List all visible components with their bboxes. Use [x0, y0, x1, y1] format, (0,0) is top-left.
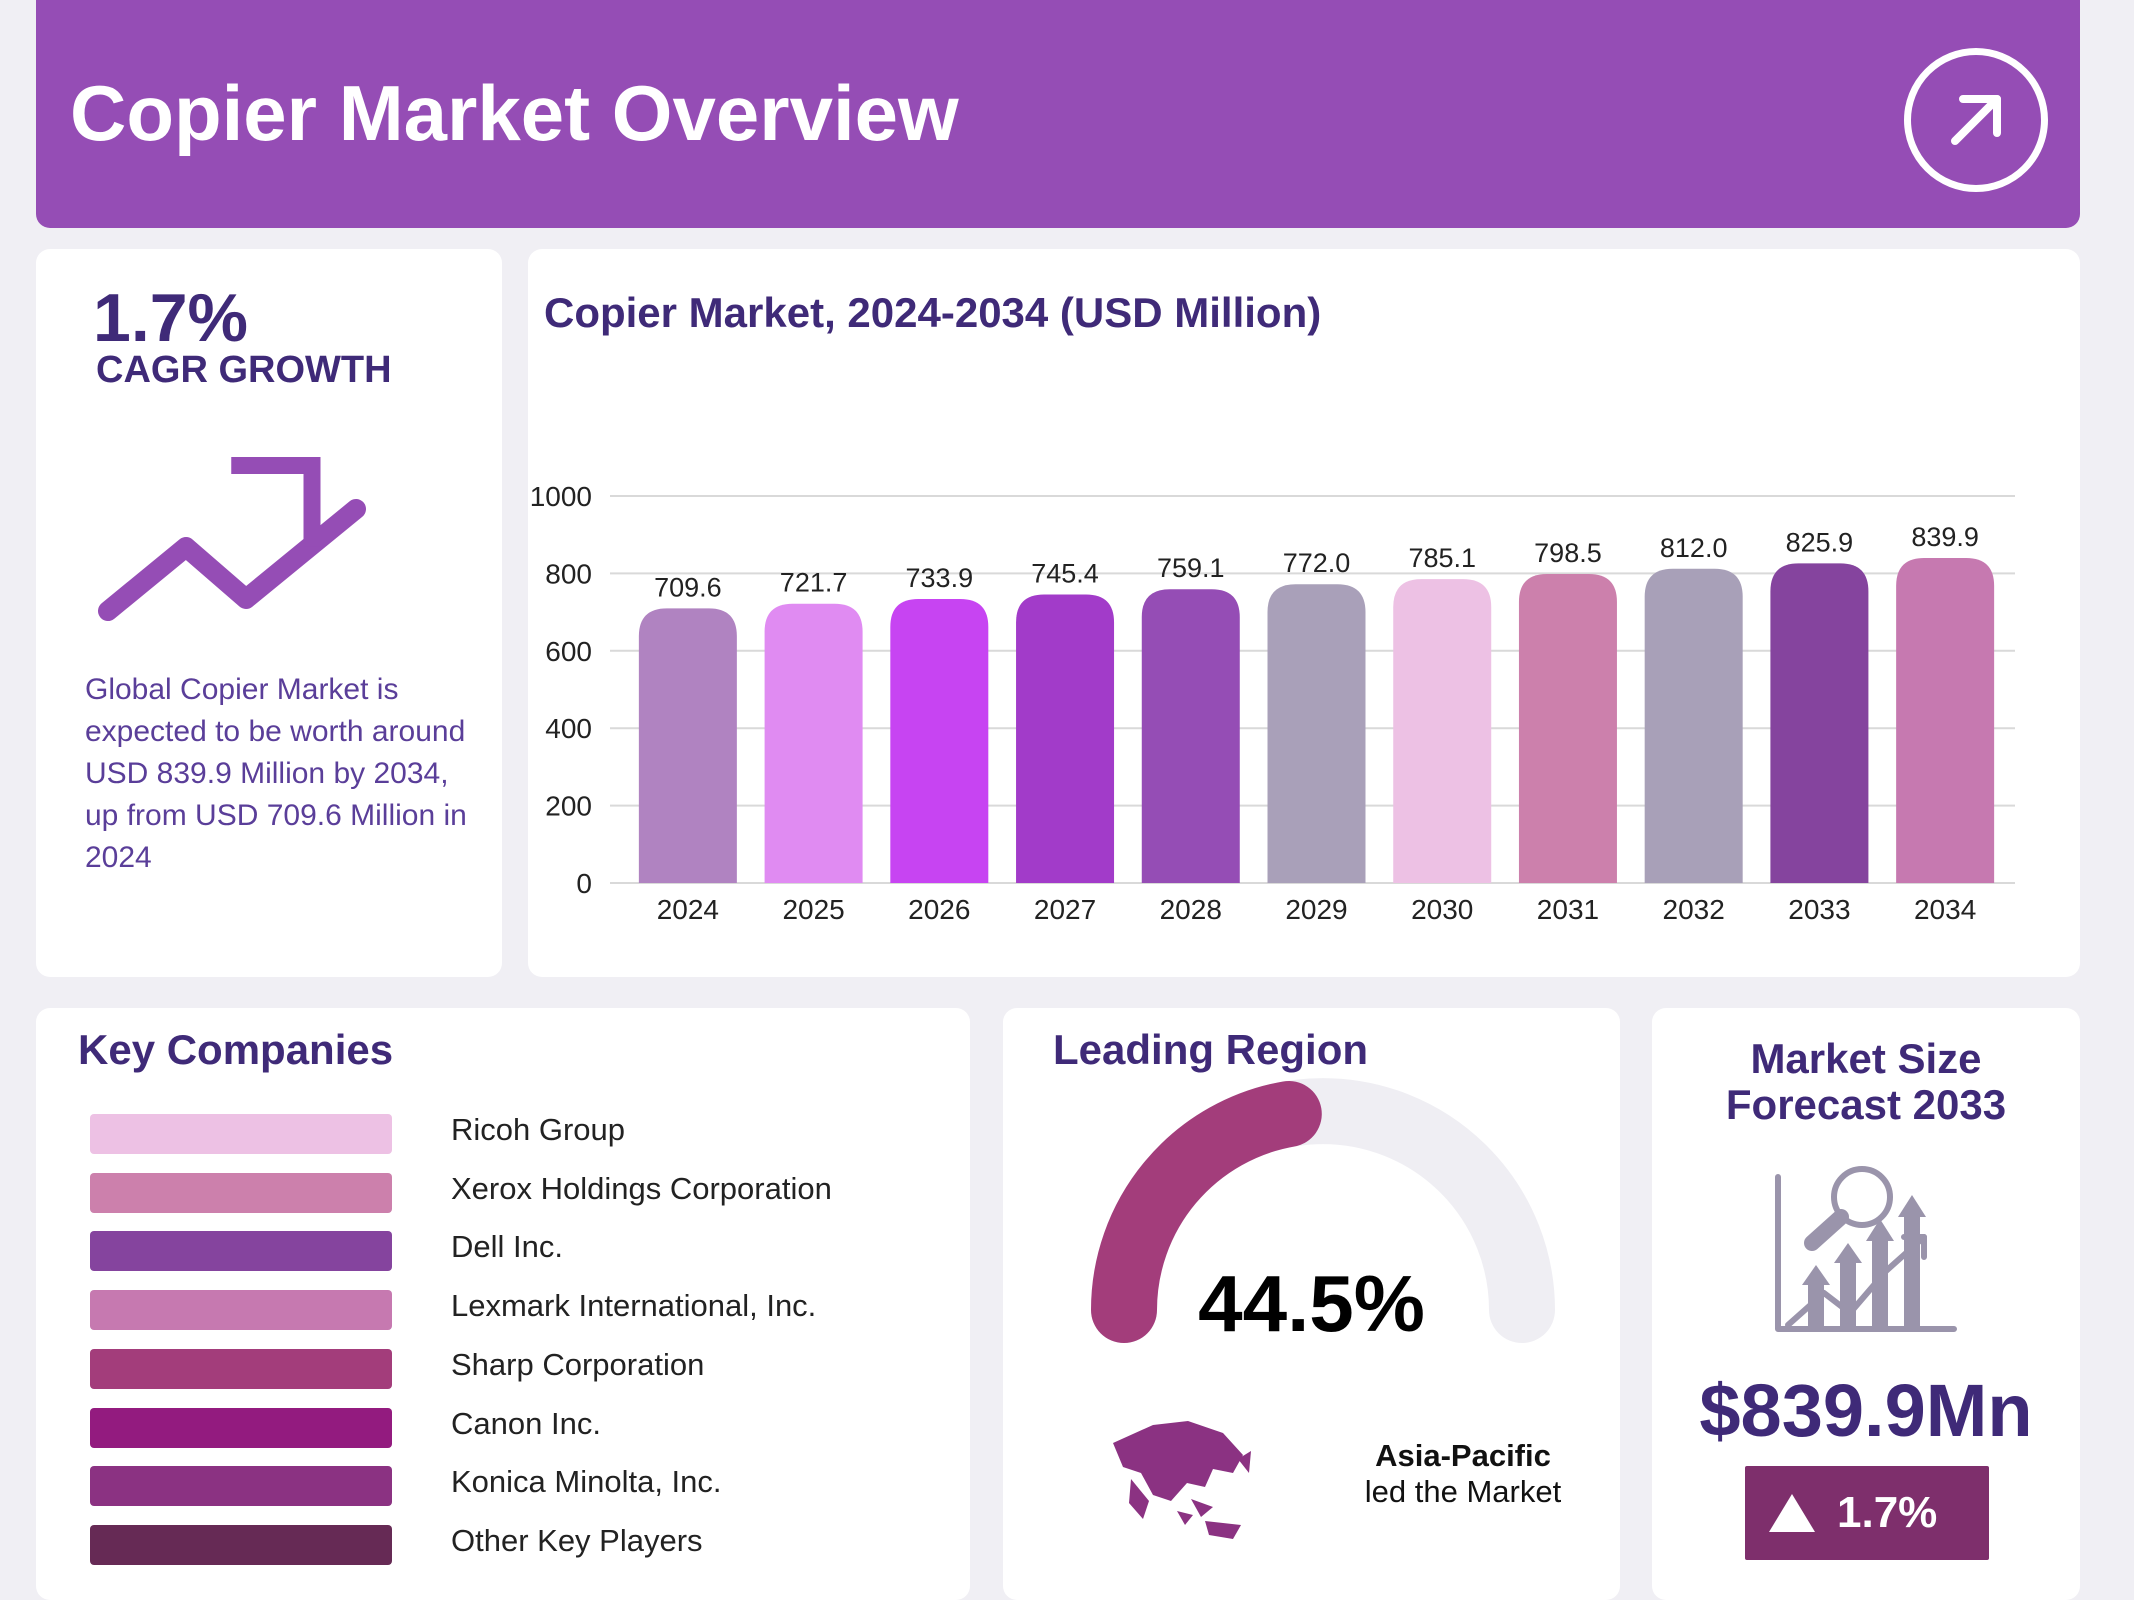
data-label: 745.4	[1031, 559, 1099, 589]
cagr-label: CAGR GROWTH	[96, 349, 392, 391]
company-swatch	[90, 1348, 392, 1389]
bar	[1141, 589, 1240, 883]
data-label: 772.0	[1283, 548, 1351, 578]
x-tick-label: 2027	[1034, 894, 1096, 925]
data-label: 798.5	[1534, 538, 1602, 568]
bar	[1518, 573, 1617, 883]
companies-title: Key Companies	[78, 1026, 394, 1073]
bar	[1896, 557, 1995, 883]
region-name: Asia-Pacific	[1375, 1438, 1551, 1473]
forecast-title-line1: Market Size	[1750, 1035, 1982, 1082]
x-tick-label: 2028	[1160, 894, 1222, 925]
growth-analysis-icon	[1775, 1166, 1957, 1332]
data-label: 733.9	[906, 563, 974, 593]
bar	[890, 598, 989, 883]
bar	[1267, 584, 1366, 883]
forecast-title-line2: Forecast 2033	[1725, 1081, 2007, 1128]
company-swatch	[90, 1290, 392, 1331]
region-share-value: 44.5%	[1198, 1259, 1425, 1348]
x-tick-label: 2024	[657, 894, 719, 925]
company-swatch	[90, 1466, 392, 1507]
x-tick-label: 2030	[1411, 894, 1473, 925]
data-label: 785.1	[1408, 543, 1476, 573]
chart-title: Copier Market, 2024-2034 (USD Million)	[544, 289, 1322, 336]
x-tick-label: 2034	[1914, 894, 1976, 925]
cagr-panel: 1.7% CAGR GROWTH Global Copier Market is…	[36, 249, 502, 977]
company-name: Canon Inc.	[451, 1405, 601, 1441]
chart-panel: Copier Market, 2024-2034 (USD Million) 0…	[528, 249, 2080, 977]
region-title: Leading Region	[1053, 1026, 1368, 1073]
cagr-value: 1.7%	[93, 280, 248, 356]
y-tick-label: 1000	[530, 481, 592, 512]
company-name: Other Key Players	[451, 1522, 703, 1558]
data-label: 759.1	[1157, 553, 1225, 583]
y-tick-label: 200	[545, 791, 592, 822]
x-tick-label: 2026	[908, 894, 970, 925]
triangle-up-icon	[1769, 1494, 1815, 1532]
company-swatch	[90, 1172, 392, 1213]
bar	[764, 603, 863, 883]
forecast-value: $839.9Mn	[1699, 1369, 2033, 1452]
company-swatch	[90, 1231, 392, 1272]
y-tick-label: 0	[576, 868, 592, 899]
header-banner: Copier Market Overview	[36, 0, 2080, 228]
trend-up-icon	[98, 457, 366, 621]
cagr-description: Global Copier Market is expected to be w…	[85, 673, 467, 874]
data-label: 839.9	[1911, 522, 1979, 552]
x-tick-label: 2033	[1788, 894, 1850, 925]
forecast-panel: Market Size Forecast 2033 $839.9Mn 1.7%	[1652, 1008, 2080, 1600]
y-tick-label: 800	[545, 558, 592, 589]
gauge-fill	[1091, 1080, 1322, 1343]
bar-chart: 0 200 400 600 800 1000 709.6 2024 721.7 2025 733.9…	[530, 481, 2015, 925]
region-subtitle: led the Market	[1364, 1474, 1562, 1509]
company-name: Ricoh Group	[451, 1112, 626, 1147]
growth-badge: 1.7%	[1745, 1466, 1989, 1560]
bar	[1393, 579, 1492, 883]
company-name: Lexmark International, Inc.	[451, 1288, 817, 1324]
company-name: Konica Minolta, Inc.	[451, 1464, 722, 1500]
y-tick-label: 400	[545, 713, 592, 744]
bar	[638, 608, 737, 883]
region-panel: Leading Region 44.5% Asia-Pacific led th…	[1003, 1008, 1620, 1600]
data-label: 721.7	[780, 568, 848, 598]
x-tick-label: 2025	[782, 894, 844, 925]
company-name: Dell Inc.	[451, 1229, 563, 1265]
companies-panel: Key Companies Ricoh Group Xerox Holdings …	[36, 1008, 970, 1600]
page-title: Copier Market Overview	[70, 69, 959, 157]
data-label: 812.0	[1660, 533, 1728, 563]
x-tick-label: 2029	[1285, 894, 1347, 925]
company-name: Xerox Holdings Corporation	[451, 1170, 832, 1206]
forecast-title: Market Size Forecast 2033	[1652, 1036, 2080, 1128]
data-label: 825.9	[1786, 527, 1854, 557]
x-tick-label: 2031	[1537, 894, 1599, 925]
share-gauge	[1091, 1078, 1555, 1343]
company-swatch	[90, 1524, 392, 1565]
growth-value: 1.7%	[1837, 1488, 1938, 1537]
data-label: 709.6	[654, 572, 722, 602]
bar	[1770, 563, 1869, 883]
asia-pacific-map-icon	[1113, 1421, 1251, 1539]
bar	[1644, 568, 1743, 883]
company-swatch	[90, 1114, 392, 1154]
y-tick-label: 600	[545, 636, 592, 667]
company-swatch	[90, 1407, 392, 1448]
company-name: Sharp Corporation	[451, 1346, 705, 1382]
x-tick-label: 2032	[1663, 894, 1725, 925]
bar	[1016, 594, 1115, 883]
arrow-up-right-icon[interactable]	[1904, 48, 2048, 192]
